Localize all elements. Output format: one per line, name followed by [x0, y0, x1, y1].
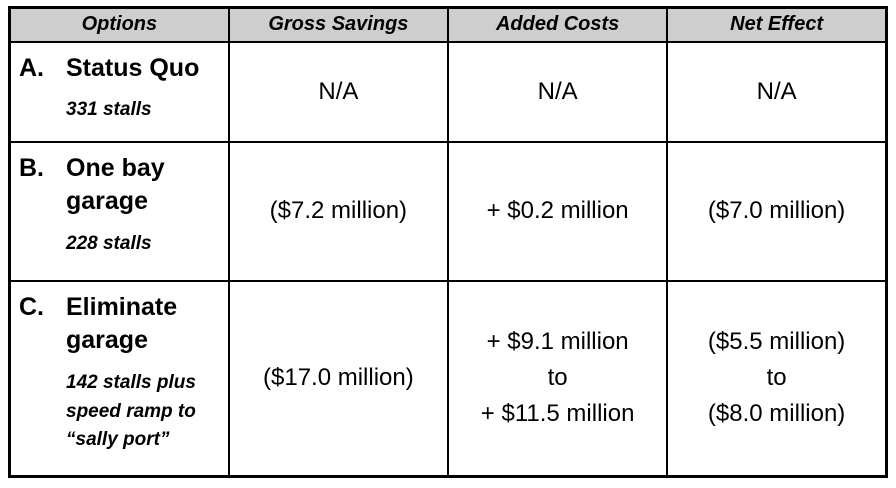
option-letter: A. — [19, 53, 44, 82]
gross-savings-value-c: ($17.0 million) — [227, 279, 450, 478]
net-effect-value-c: ($5.5 million) to ($8.0 million) — [666, 279, 888, 478]
option-heading: B. One bay garage — [19, 152, 222, 220]
option-title: Status Quo — [66, 53, 200, 82]
option-note: 142 stalls plus speed ramp to “sally por… — [66, 372, 196, 450]
net-effect-value-a: N/A — [666, 40, 888, 143]
option-heading: A. Status Quo — [19, 52, 222, 86]
option-cell-b: B. One bay garage 228 stalls — [8, 140, 230, 282]
header-row: Options Gross Savings Added Costs Net Ef… — [8, 6, 888, 43]
table-row-option-b: B. One bay garage 228 stalls ($7.2 milli… — [8, 140, 888, 282]
option-letter: B. — [19, 153, 44, 182]
parking-options-cost-table: Options Gross Savings Added Costs Net Ef… — [8, 6, 888, 478]
option-title: One bay garage — [66, 153, 165, 216]
option-cell-c: C. Eliminate garage 142 stalls plus spee… — [8, 279, 230, 478]
column-header-gross-savings: Gross Savings — [227, 6, 450, 43]
option-note: 331 stalls — [66, 99, 152, 121]
option-letter: C. — [19, 292, 44, 321]
option-heading: C. Eliminate garage — [19, 291, 222, 359]
added-costs-value-b: + $0.2 million — [446, 140, 669, 282]
table-row-option-c: C. Eliminate garage 142 stalls plus spee… — [8, 279, 888, 478]
column-header-options: Options — [8, 6, 230, 43]
added-costs-value-c: + $9.1 million to + $11.5 million — [446, 279, 669, 478]
table-row-option-a: A. Status Quo 331 stalls N/A N/A N/A — [8, 40, 888, 143]
option-cell-a: A. Status Quo 331 stalls — [8, 40, 230, 143]
gross-savings-value-a: N/A — [227, 40, 450, 143]
column-header-net-effect: Net Effect — [666, 6, 888, 43]
option-note: 228 stalls — [66, 233, 152, 254]
gross-savings-value-b: ($7.2 million) — [227, 140, 450, 282]
option-title: Eliminate garage — [66, 292, 178, 355]
added-costs-value-a: N/A — [446, 40, 669, 143]
net-effect-value-b: ($7.0 million) — [666, 140, 888, 282]
column-header-added-costs: Added Costs — [446, 6, 669, 43]
